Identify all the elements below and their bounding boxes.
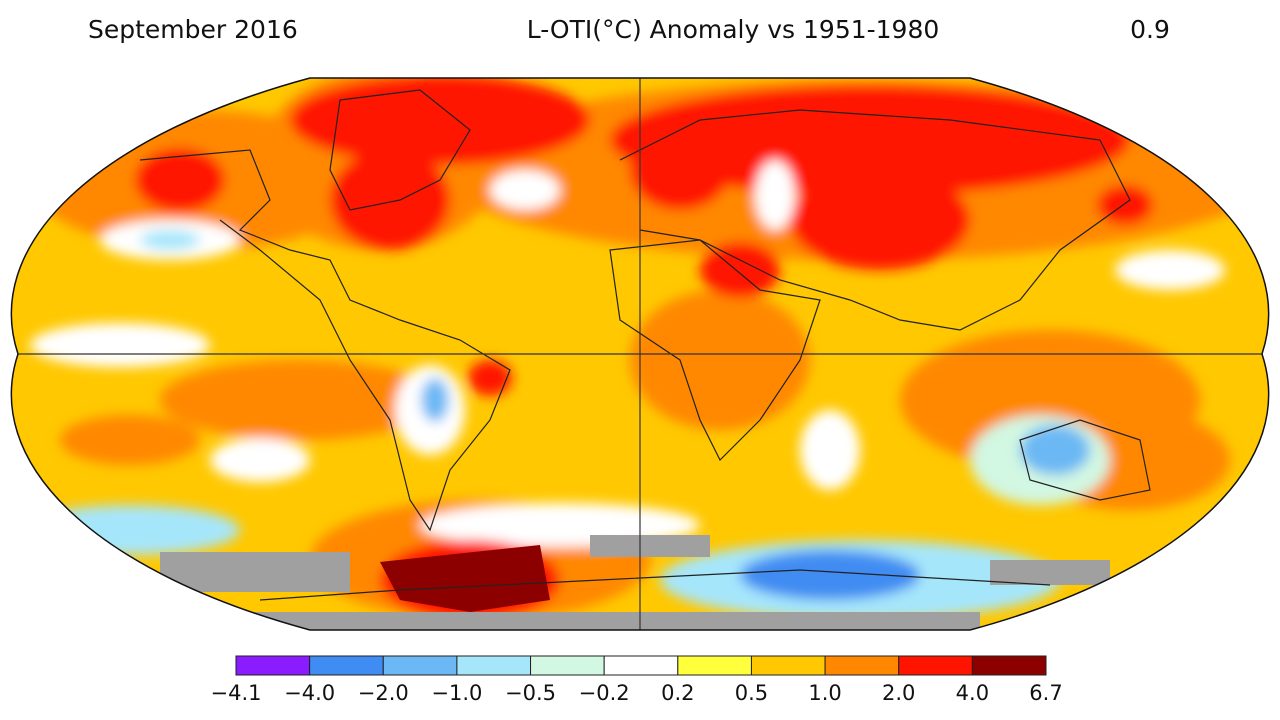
no-data <box>160 535 1110 630</box>
colorbar-bin <box>824 655 900 676</box>
anomaly-map <box>11 78 1269 630</box>
colorbar: −4.1 −4.0 −2.0 −1.0 −0.5 −0.2 0.2 0.5 1.0 2.0 4.0 6… <box>211 655 1063 705</box>
colorbar-bin <box>456 655 532 676</box>
colorbar-label: 2.0 <box>882 681 915 705</box>
coastlines <box>139 89 1151 601</box>
colorbar-bin <box>309 655 384 676</box>
colorbar-label: 4.0 <box>956 681 989 705</box>
colorbar-bin <box>677 655 752 676</box>
period: September 2016 <box>88 15 298 44</box>
colorbar-label: −4.1 <box>211 681 262 705</box>
extreme-anomaly <box>380 545 550 612</box>
colorbar-bin <box>235 655 311 676</box>
colorbar-label: 1.0 <box>808 681 841 705</box>
colorbar-bin <box>898 655 973 676</box>
map-border <box>10 77 1270 631</box>
colorbar-bin <box>971 655 1047 676</box>
colorbar-label: −0.2 <box>579 681 630 705</box>
map-title: L-OTI(°C) Anomaly vs 1951-1980 <box>527 15 940 44</box>
colorbar-label: 0.2 <box>661 681 694 705</box>
colorbar-label: −1.0 <box>431 681 482 705</box>
colorbar-label: 6.7 <box>1029 681 1062 705</box>
colorbar-label: 0.5 <box>735 681 768 705</box>
global-mean: 0.9 <box>1130 15 1170 44</box>
colorbar-bin <box>382 655 458 676</box>
colorbar-bin <box>750 655 826 676</box>
colorbar-bin <box>530 655 605 676</box>
colorbar-bin <box>603 655 679 676</box>
colorbar-label: −4.0 <box>284 681 335 705</box>
colorbar-label: −0.5 <box>505 681 556 705</box>
colorbar-label: −2.0 <box>358 681 409 705</box>
